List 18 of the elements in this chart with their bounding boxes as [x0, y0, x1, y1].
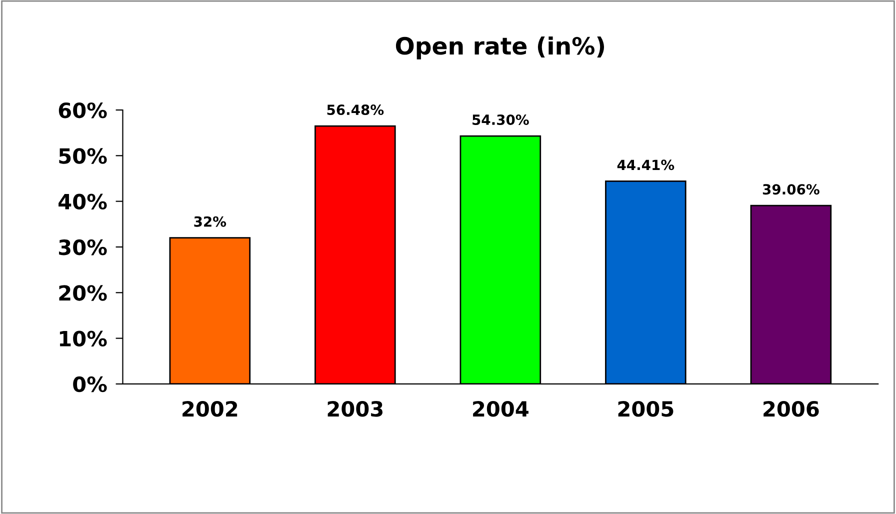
- x-tick-label: 2006: [764, 400, 819, 417]
- x-tick-label: 2003: [328, 400, 382, 417]
- y-tick-label: 40%: [58, 194, 107, 210]
- x-tick-label: 2004: [473, 400, 528, 417]
- data-label: 54.30%: [472, 114, 529, 125]
- data-label: 39.06%: [762, 184, 820, 195]
- y-tick-label: 10%: [60, 330, 107, 347]
- x-tick-label: 2005: [618, 400, 674, 417]
- y-tick-label: 50%: [59, 148, 107, 164]
- chart-title: Open rate (in%): [396, 36, 604, 60]
- data-label: 56.48%: [327, 104, 384, 116]
- y-tick-label: 60%: [58, 102, 107, 118]
- data-label: 44.41%: [617, 160, 674, 170]
- x-tick-label: 2002: [182, 400, 238, 417]
- data-label: 32%: [194, 216, 226, 227]
- y-tick-label: 20%: [59, 285, 107, 301]
- y-tick-label: 0%: [73, 376, 107, 392]
- y-tick-label: 30%: [59, 239, 107, 256]
